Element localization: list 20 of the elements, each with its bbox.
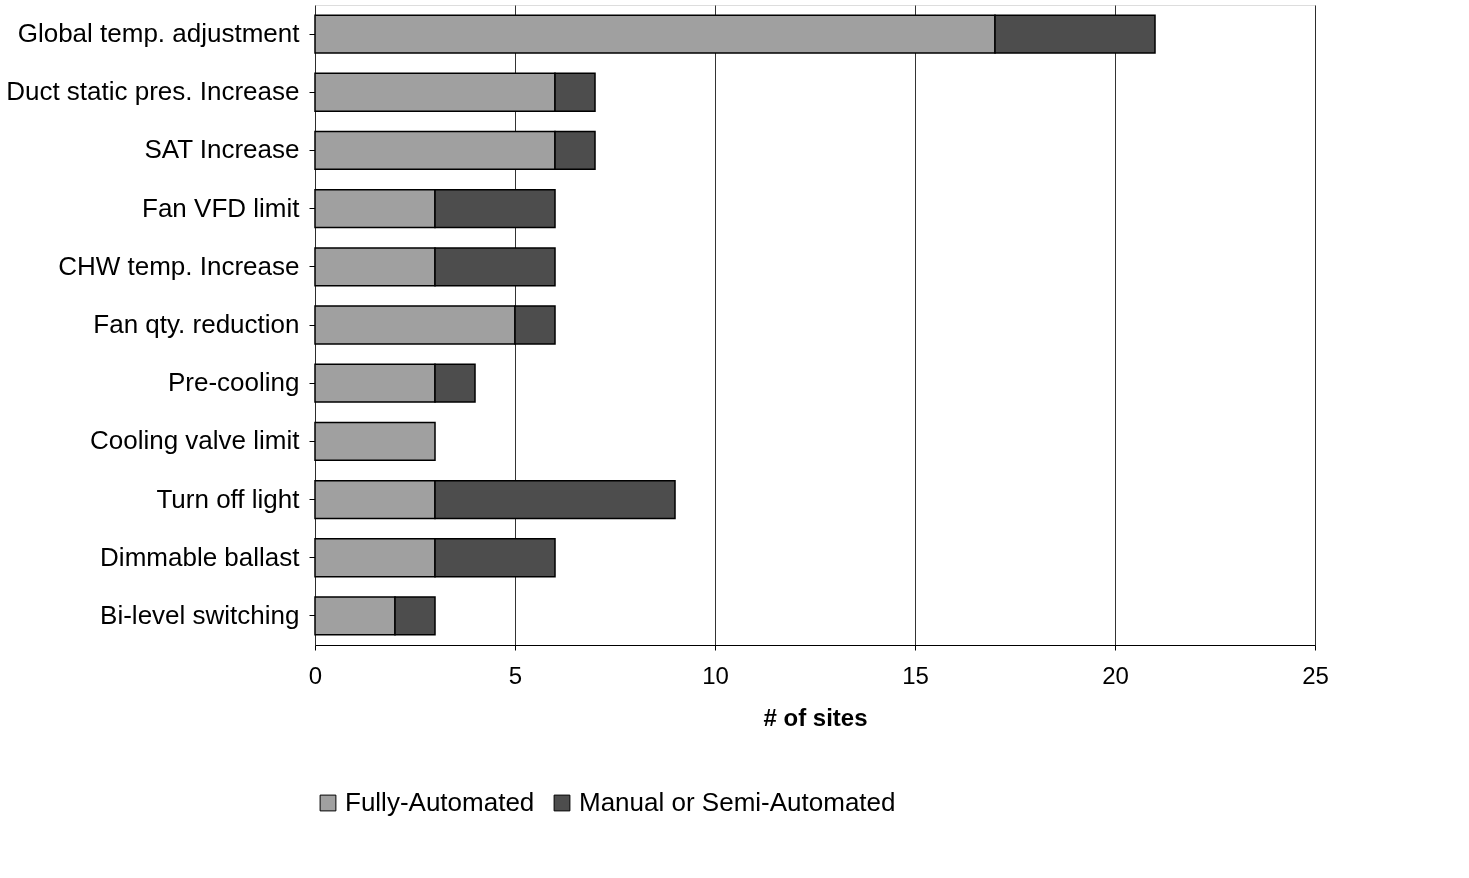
x-tick-label: 15 [902, 661, 929, 689]
y-tick-label: Global temp. adjustment [17, 18, 301, 49]
y-tick-label: Pre-cooling [167, 367, 300, 398]
y-tick-label: SAT Increase [144, 134, 300, 165]
y-tick-label: Cooling valve limit [89, 425, 301, 456]
y-tick-label: Duct static pres. Increase [6, 76, 300, 107]
x-tick-label: 25 [1302, 661, 1329, 689]
legend-label: Fully-Automated [345, 787, 535, 817]
x-tick-label: 20 [1102, 661, 1129, 689]
x-tick-label: 0 [308, 661, 323, 689]
x-tick-label: 10 [702, 661, 729, 689]
y-tick-label: Dimmable ballast [100, 541, 301, 572]
x-axis-title: # of sites [763, 703, 868, 731]
y-tick-label: CHW temp. Increase [58, 250, 300, 281]
legend-label: Manual or Semi-Automated [579, 787, 896, 817]
y-tick-label: Turn off light [156, 483, 301, 514]
y-tick-label: Bi-level switching [100, 599, 300, 630]
x-tick-label: 5 [508, 661, 523, 689]
y-tick-label: Fan qty. reduction [93, 309, 300, 339]
y-tick-label: Fan VFD limit [142, 192, 301, 223]
